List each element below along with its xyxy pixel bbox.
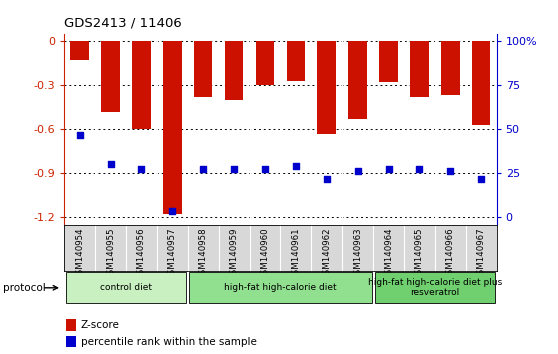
Text: GSM140957: GSM140957 [168, 227, 177, 280]
Text: percentile rank within the sample: percentile rank within the sample [81, 337, 257, 347]
Bar [379, 41, 398, 82]
Point [323, 176, 331, 182]
Point [137, 166, 146, 172]
Text: GSM140955: GSM140955 [106, 227, 115, 280]
Text: high-fat high-calorie diet plus
resveratrol: high-fat high-calorie diet plus resverat… [368, 278, 502, 297]
Text: GSM140954: GSM140954 [75, 227, 84, 280]
Bar [318, 41, 336, 133]
Text: GSM140961: GSM140961 [291, 227, 300, 280]
Bar [163, 41, 181, 215]
Bar [132, 41, 151, 129]
Bar [194, 41, 213, 97]
Text: GSM140960: GSM140960 [261, 227, 270, 280]
Bar [256, 41, 274, 85]
Bar [374, 273, 495, 303]
Bar [70, 41, 89, 60]
Point [75, 132, 84, 138]
Point [415, 166, 424, 172]
Point [229, 166, 238, 172]
Point [168, 209, 177, 214]
Text: GSM140963: GSM140963 [353, 227, 362, 280]
Bar [66, 336, 76, 347]
Point [199, 166, 208, 172]
Point [446, 169, 455, 174]
Bar [101, 41, 120, 112]
Text: GSM140956: GSM140956 [137, 227, 146, 280]
Bar [287, 41, 305, 81]
Bar [189, 273, 372, 303]
Point [353, 169, 362, 174]
Point [261, 166, 270, 172]
Bar [66, 319, 76, 331]
Bar [225, 41, 243, 100]
Bar [441, 41, 460, 95]
Bar [472, 41, 490, 125]
Point [291, 163, 300, 169]
Text: GDS2413 / 11406: GDS2413 / 11406 [64, 17, 182, 30]
Point [106, 161, 115, 166]
Text: Z-score: Z-score [81, 320, 119, 330]
Text: GSM140966: GSM140966 [446, 227, 455, 280]
Bar [348, 41, 367, 119]
Point [384, 166, 393, 172]
Text: GSM140965: GSM140965 [415, 227, 424, 280]
Bar [410, 41, 429, 97]
Text: GSM140964: GSM140964 [384, 227, 393, 280]
Text: GSM140962: GSM140962 [322, 227, 331, 280]
Text: GSM140959: GSM140959 [229, 227, 239, 280]
Point [477, 176, 485, 182]
Text: GSM140958: GSM140958 [199, 227, 208, 280]
Text: control diet: control diet [100, 283, 152, 292]
Text: GSM140967: GSM140967 [477, 227, 485, 280]
Text: high-fat high-calorie diet: high-fat high-calorie diet [224, 283, 336, 292]
Bar [66, 273, 186, 303]
Text: protocol: protocol [3, 283, 46, 293]
